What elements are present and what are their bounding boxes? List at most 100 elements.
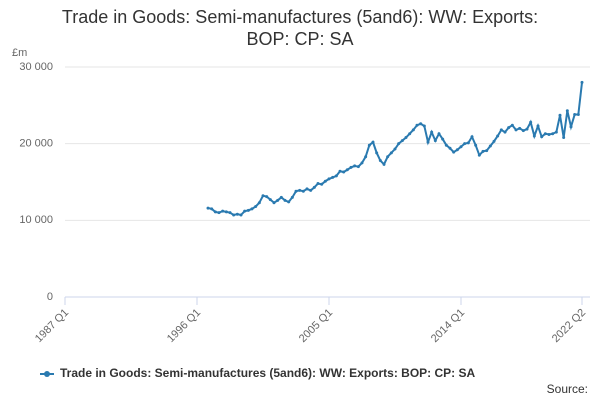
point [290,195,294,199]
point [444,143,448,147]
point [551,132,555,136]
point [389,151,393,155]
chart-title: Trade in Goods: Semi-manufactures (5and6… [61,7,539,49]
point [265,195,269,199]
y-tick-label: 30 000 [19,61,53,73]
point [452,150,456,154]
point [518,126,522,130]
y-tick-label: 0 [47,291,53,303]
point [386,155,390,159]
x-tick-label: 1996 Q1 [165,307,203,345]
point [375,151,379,155]
point [400,139,404,143]
point [408,132,412,136]
x-tick-label: 2022 Q2 [550,307,588,345]
y-unit: £m [12,47,27,59]
point [327,177,331,181]
point [217,211,221,215]
point [433,139,437,143]
point [371,140,375,144]
point [342,170,346,174]
point [294,189,298,193]
y-tick-label: 10 000 [19,214,53,226]
point [411,128,415,132]
point [437,132,441,136]
point [488,144,492,148]
point [239,213,243,217]
point [349,165,353,169]
legend-label: Trade in Goods: Semi-manufactures (5and6… [60,366,475,380]
point [323,179,327,183]
point [466,141,470,145]
point [356,165,360,169]
point [415,123,419,127]
point [562,136,566,140]
point [261,194,265,198]
point [492,139,496,143]
point [463,142,467,146]
point [246,208,250,212]
point [268,198,272,202]
point [441,137,445,141]
point [558,113,562,117]
point [393,147,397,151]
point [532,134,536,138]
point [338,169,342,173]
point [470,135,474,139]
point [426,140,430,144]
point [485,149,489,153]
point [345,168,349,172]
point [378,159,382,163]
point [334,174,338,178]
point [576,113,580,117]
point [481,149,485,153]
point [496,134,500,138]
point [221,209,225,213]
source: Source: [547,382,588,396]
point [474,143,478,147]
legend-marker [44,371,50,377]
point [367,143,371,147]
point [316,182,320,186]
point [525,127,529,131]
point [503,130,507,134]
point [477,153,481,157]
point [320,182,324,186]
point [499,128,503,132]
point [510,123,514,127]
point [382,162,386,166]
x-tick-label: 1987 Q1 [33,307,71,345]
point [430,130,434,134]
point [235,212,239,216]
point [250,207,254,211]
point [254,205,258,209]
point [514,128,518,132]
point [272,201,276,205]
point [565,109,569,113]
point [210,207,214,211]
point [232,213,236,217]
point [459,145,463,149]
point [224,210,228,214]
point [353,164,357,168]
point [312,185,316,189]
point [554,130,558,134]
point [529,120,533,124]
point [206,206,210,210]
point [309,188,313,192]
point [455,148,459,152]
point [580,80,584,84]
point [507,126,511,130]
point [279,195,283,199]
point [536,124,540,128]
point [305,187,309,191]
x-tick-label: 2005 Q1 [297,307,335,345]
point [298,188,302,192]
point [569,125,573,129]
point [547,132,551,136]
point [397,142,401,146]
point [331,175,335,179]
point [301,189,305,193]
